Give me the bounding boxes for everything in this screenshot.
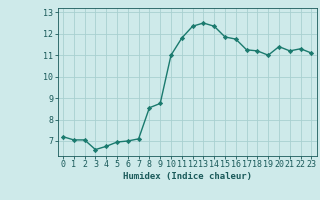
- X-axis label: Humidex (Indice chaleur): Humidex (Indice chaleur): [123, 172, 252, 181]
